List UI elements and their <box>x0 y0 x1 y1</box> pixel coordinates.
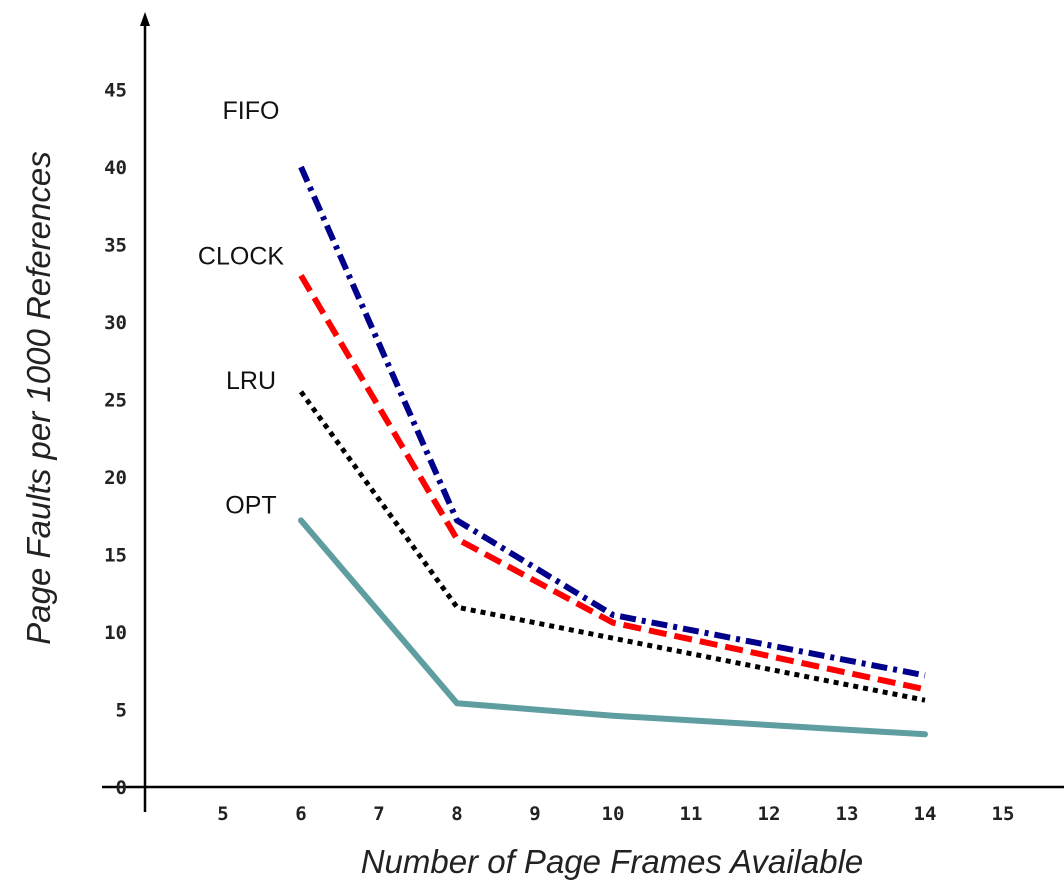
x-tick-label: 12 <box>758 803 781 825</box>
x-axis-title: Number of Page Frames Available <box>361 843 864 880</box>
x-tick-label: 13 <box>836 803 859 825</box>
y-tick-labels: 0 5 10 15 20 25 30 35 40 45 <box>104 80 127 800</box>
y-tick-label: 20 <box>104 467 127 489</box>
series-label-fifo: FIFO <box>223 97 280 125</box>
x-tick-label: 10 <box>602 803 625 825</box>
x-tick-label: 15 <box>992 803 1015 825</box>
series-line-lru <box>298 390 926 703</box>
y-tick-label: 35 <box>104 235 127 257</box>
y-tick-label: 30 <box>104 312 127 334</box>
x-tick-label: 9 <box>529 803 540 825</box>
x-tick-label: 8 <box>451 803 462 825</box>
x-tick-label: 7 <box>373 803 384 825</box>
y-axis-title: Page Faults per 1000 References <box>20 151 57 644</box>
series-labels: FIFO CLOCK LRU OPT <box>198 97 284 519</box>
x-tick-label: 11 <box>680 803 703 825</box>
series-line-opt <box>298 517 928 738</box>
y-tick-label: 0 <box>116 777 127 799</box>
y-tick-label: 15 <box>104 545 127 567</box>
y-tick-label: 45 <box>104 80 127 102</box>
y-tick-label: 40 <box>104 157 127 179</box>
axes <box>102 12 1064 812</box>
series-label-opt: OPT <box>225 491 276 519</box>
x-tick-label: 6 <box>295 803 306 825</box>
series-lines <box>298 165 928 738</box>
y-tick-label: 10 <box>104 622 127 644</box>
y-tick-label: 25 <box>104 390 127 412</box>
y-tick-label: 5 <box>116 700 127 722</box>
series-line-clock <box>298 273 926 693</box>
y-axis-arrow-icon <box>140 12 150 26</box>
x-tick-label: 5 <box>217 803 228 825</box>
x-tick-label: 14 <box>914 803 937 825</box>
series-label-lru: LRU <box>226 367 276 395</box>
series-line-fifo <box>298 165 926 679</box>
series-label-clock: CLOCK <box>198 243 284 271</box>
x-tick-labels: 5 6 7 8 9 10 11 12 13 14 15 <box>217 803 1014 825</box>
